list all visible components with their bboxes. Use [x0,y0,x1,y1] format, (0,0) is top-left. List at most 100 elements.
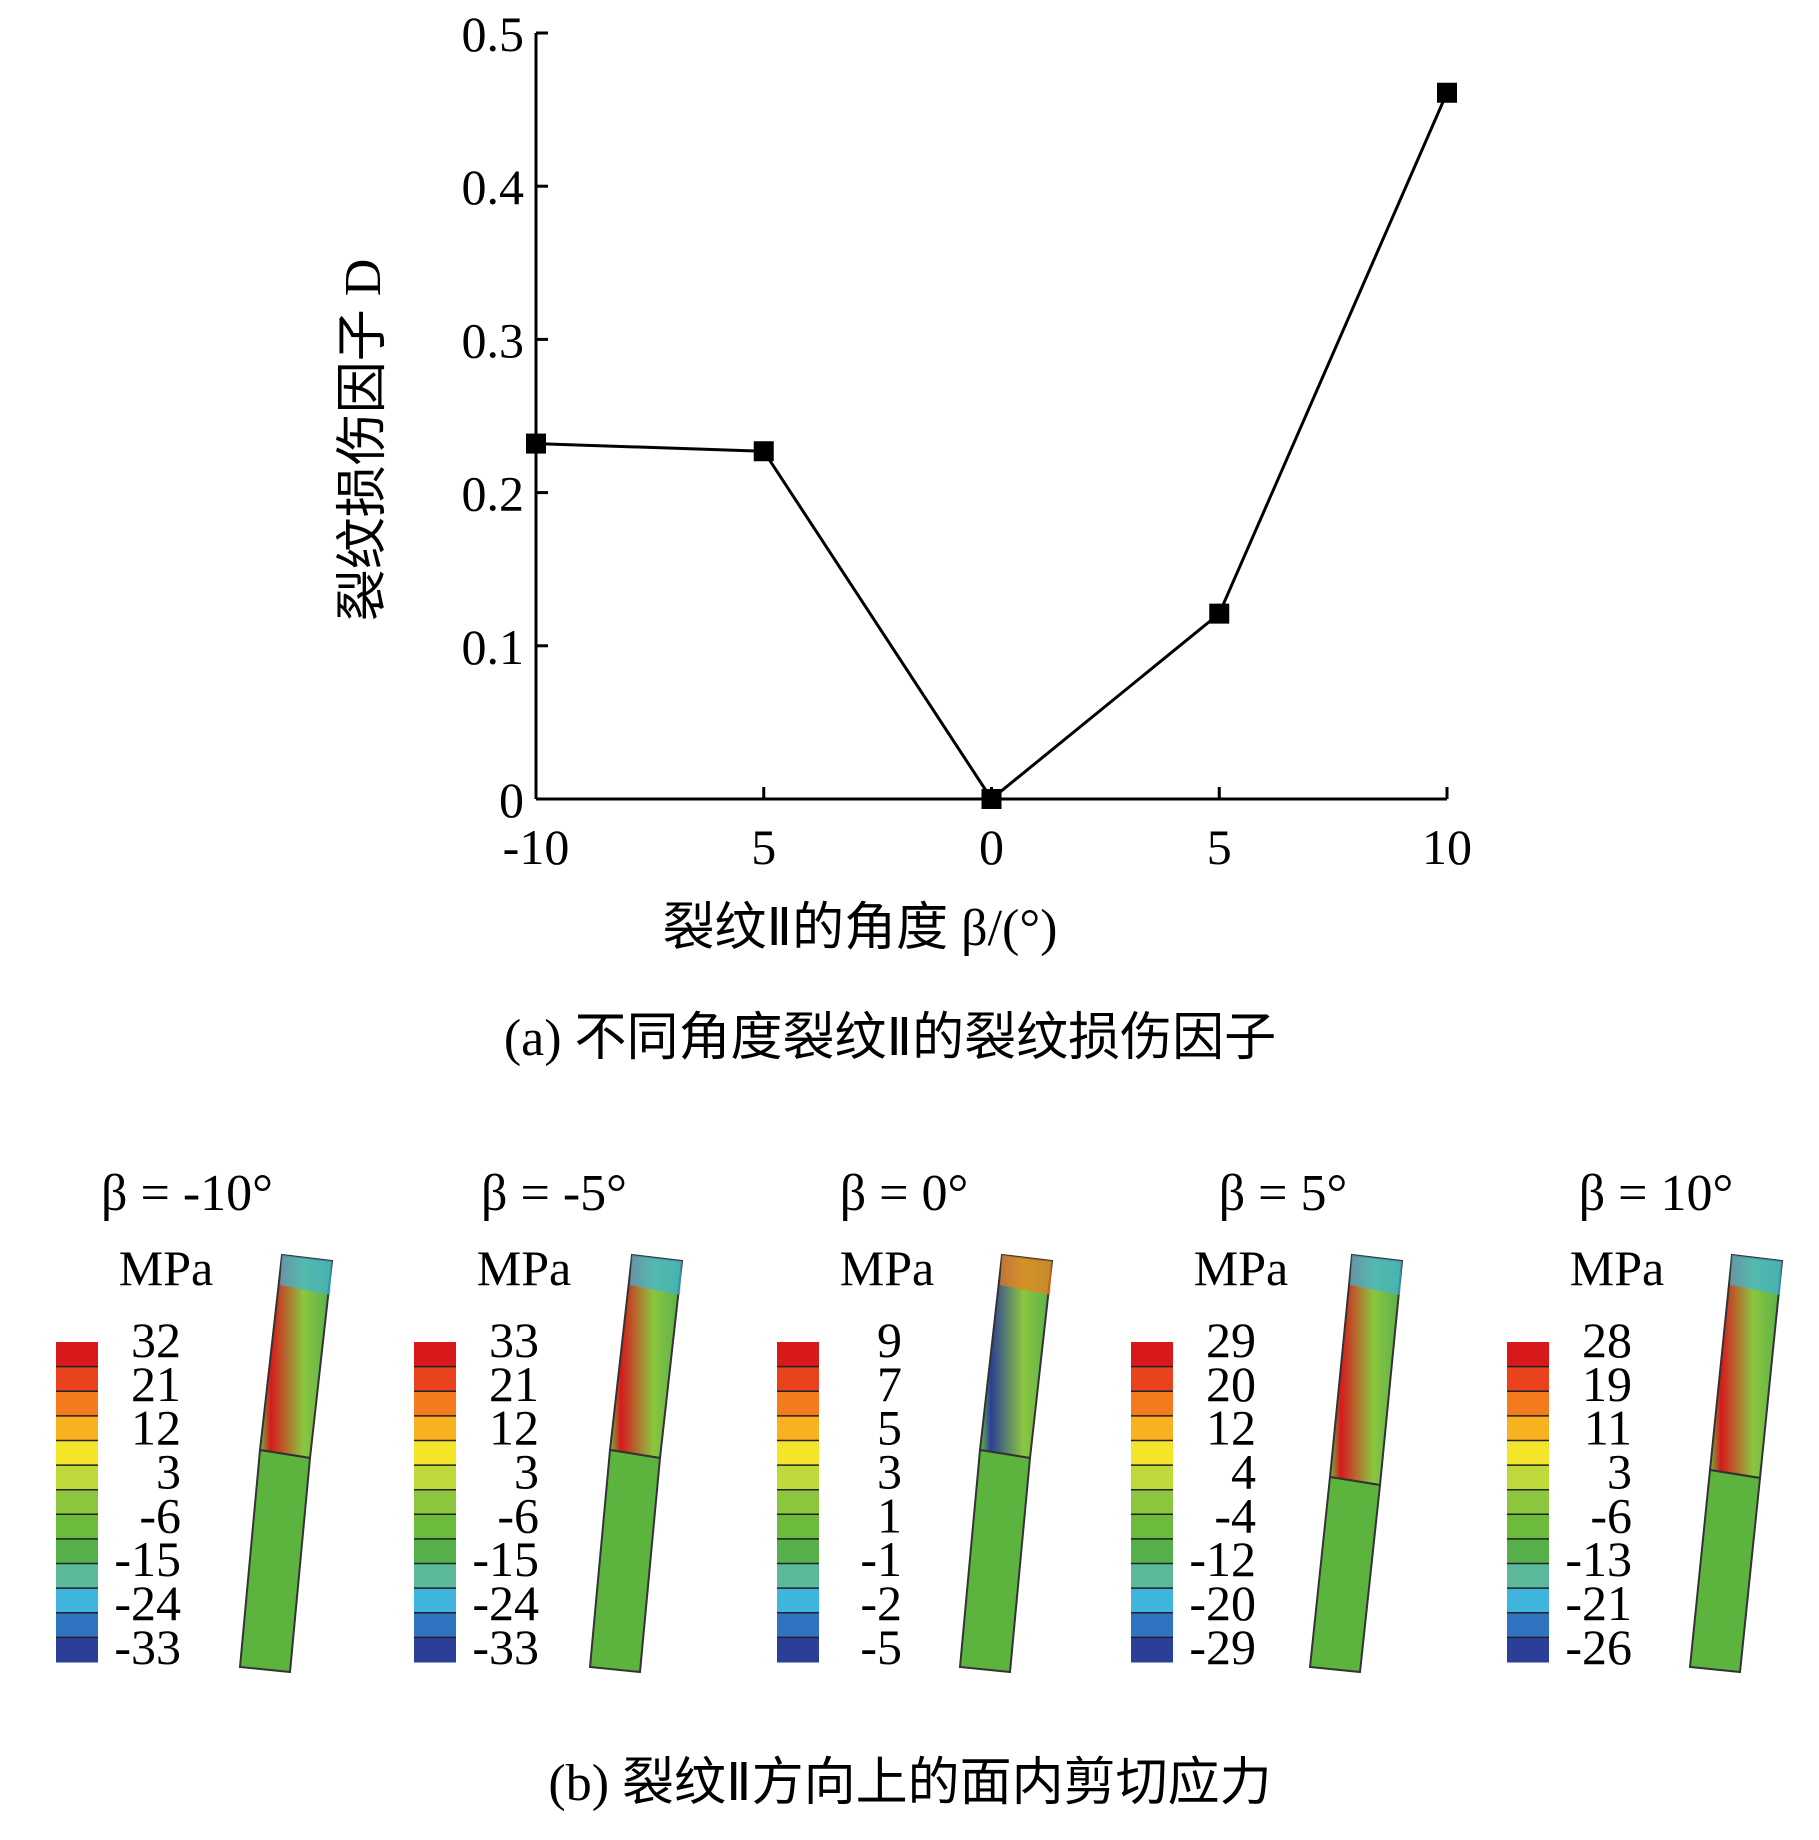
colorbar-band [1131,1538,1173,1565]
panel-title: β = -10° [101,1165,273,1222]
colorbar-band [414,1637,456,1663]
x-tick-label: -10 [503,819,570,875]
colorbar-band [777,1588,819,1614]
colorbar-label: 1 [877,1487,902,1543]
y-tick-label: 0.1 [462,619,525,675]
specimen-tip [1000,1255,1052,1295]
colorbar-band [414,1415,456,1441]
colorbar-label: 3 [156,1444,181,1500]
data-point [1209,603,1230,624]
y-tick-label: 0.2 [462,466,525,522]
colorbar-band [777,1538,819,1565]
y-tick-label: 0.5 [462,6,525,62]
unit-label: MPa [119,1240,213,1296]
colorbar-label: 20 [1206,1356,1256,1412]
y-axis-label: 裂纹损伤因子 D [335,259,392,622]
colorbar-band [56,1563,98,1589]
unit-label: MPa [1570,1240,1664,1296]
y-tick-label: 0.4 [462,159,525,215]
panel-title: β = 10° [1579,1165,1734,1222]
colorbar-band [777,1563,819,1589]
panel-title: β = -5° [481,1165,627,1222]
specimen-tip [1350,1255,1402,1295]
colorbar-band [56,1612,98,1638]
colorbar-band [56,1588,98,1614]
x-tick-label: 10 [1422,819,1472,875]
colorbar-band [1507,1563,1549,1589]
series-line [535,92,1449,802]
unit-label: MPa [1194,1240,1288,1296]
colorbar-band [56,1391,98,1417]
colorbar-label: 3 [877,1444,902,1500]
colorbar-band [777,1342,819,1368]
colorbar-band [1507,1637,1549,1663]
colorbar-band [56,1514,98,1540]
colorbar-band [1131,1342,1173,1368]
colorbar-label: 21 [489,1356,539,1412]
colorbar-band [1131,1489,1173,1515]
colorbar-label: 3 [1607,1444,1632,1500]
colorbar-band [777,1465,819,1491]
colorbar-label: 21 [131,1356,181,1412]
colorbar-band [414,1465,456,1491]
colorbar-band [414,1440,456,1466]
panel-title: β = 0° [840,1165,969,1222]
specimen-lower [238,1448,312,1674]
colorbar-band [1131,1514,1173,1540]
colorbar-band [1131,1588,1173,1614]
colorbar-band [777,1489,819,1515]
colorbar-band [56,1342,98,1368]
colorbar-label: 7 [877,1356,902,1412]
data-point [1437,82,1457,103]
colorbar-band [414,1588,456,1614]
colorbar-label: -20 [1189,1575,1256,1631]
specimen-lower [1688,1468,1762,1674]
colorbar-label: 32 [131,1312,181,1368]
colorbar-label: -29 [1189,1619,1256,1675]
x-tick-label: 5 [751,819,776,875]
colorbar-label: -15 [114,1531,181,1587]
colorbar-band [414,1563,456,1589]
specimen-lower [588,1448,662,1674]
colorbar-band [414,1342,456,1368]
colorbar-band [56,1538,98,1565]
colorbar-label: 33 [489,1312,539,1368]
unit-label: MPa [840,1240,934,1296]
colorbar-band [1507,1465,1549,1491]
specimen-tip [630,1255,682,1295]
colorbar-band [1507,1440,1549,1466]
colorbar-label: 12 [1206,1400,1256,1456]
x-tick-label: 5 [1207,819,1232,875]
colorbar-label: 29 [1206,1312,1256,1368]
colorbar-label: 5 [877,1400,902,1456]
colorbar-band [1507,1391,1549,1417]
colorbar-label: 3 [514,1444,539,1500]
colorbar-label: 12 [489,1400,539,1456]
colorbar-label: -12 [1189,1531,1256,1587]
colorbar-band [777,1514,819,1540]
caption-a: (a) 不同角度裂纹Ⅱ的裂纹损伤因子 [504,1010,1276,1067]
colorbar-label: 4 [1231,1444,1256,1500]
colorbar-label: -6 [497,1487,539,1543]
colorbar-label: -24 [472,1575,539,1631]
x-tick-label: 0 [979,819,1004,875]
colorbar-band [1131,1465,1173,1491]
colorbar-label: -26 [1565,1619,1632,1675]
colorbar-band [56,1415,98,1441]
colorbar-band [414,1489,456,1515]
colorbar-label: -24 [114,1575,181,1631]
data-point [981,789,1002,809]
colorbar-band [1131,1415,1173,1441]
colorbar-band [777,1440,819,1466]
colorbar-band [777,1637,819,1663]
y-tick-label: 0.3 [462,312,525,368]
specimen-tip [1730,1255,1782,1295]
colorbar-label: 12 [131,1400,181,1456]
colorbar-band [414,1514,456,1540]
colorbar-label: -5 [860,1619,902,1675]
colorbar-band [1131,1366,1173,1392]
panel-title: β = 5° [1219,1165,1348,1222]
